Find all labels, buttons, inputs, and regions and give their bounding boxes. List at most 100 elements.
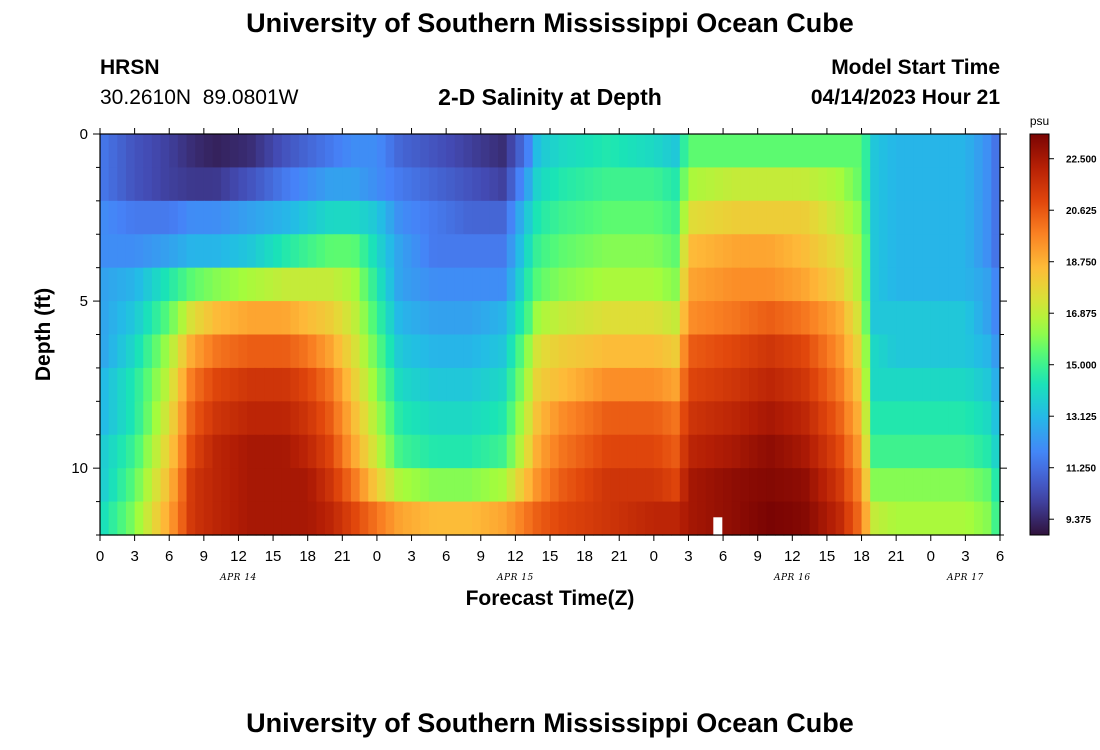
heatmap-cell <box>125 334 136 369</box>
heatmap-cell <box>766 468 776 503</box>
heatmap-cell <box>662 434 672 469</box>
heatmap-cell <box>359 334 369 369</box>
heatmap-cell <box>307 167 317 202</box>
heatmap-cell <box>550 434 560 469</box>
heatmap-cell <box>991 434 1001 469</box>
heatmap-cell <box>195 434 205 469</box>
heatmap-cell <box>844 267 854 302</box>
x-tick-label: 12 <box>230 548 247 565</box>
heatmap-cell <box>203 468 214 503</box>
heatmap-cell <box>437 167 447 202</box>
heatmap-cell <box>792 334 802 369</box>
heatmap-cell <box>186 267 196 302</box>
heatmap-cell <box>532 401 542 436</box>
heatmap-cell <box>134 334 144 369</box>
heatmap-cell <box>749 367 759 402</box>
heatmap-cell <box>506 134 516 169</box>
heatmap-cell <box>524 167 534 202</box>
heatmap-cell <box>939 167 949 202</box>
heatmap-cell <box>506 267 516 302</box>
heatmap-cell <box>878 401 889 436</box>
heatmap-cell <box>852 167 863 202</box>
heatmap-cell <box>480 234 491 269</box>
heatmap-cell <box>558 367 568 402</box>
heatmap-cell <box>852 501 863 536</box>
heatmap-cell <box>627 301 638 336</box>
heatmap-cell <box>835 301 845 336</box>
heatmap-cell <box>117 167 127 202</box>
heatmap-cell <box>584 401 594 436</box>
heatmap-cell <box>835 401 845 436</box>
heatmap-cell <box>844 301 854 336</box>
heatmap-cell <box>757 367 767 402</box>
heatmap-cell <box>870 200 880 235</box>
heatmap-cell <box>775 134 785 169</box>
heatmap-cell <box>342 200 352 235</box>
heatmap-cell <box>506 367 516 402</box>
heatmap-cell <box>783 367 793 402</box>
heatmap-cell <box>870 367 880 402</box>
heatmap-cell <box>749 167 759 202</box>
heatmap-cell <box>662 501 672 536</box>
heatmap-cell <box>645 134 655 169</box>
heatmap-cell <box>402 334 413 369</box>
heatmap-cell <box>930 200 941 235</box>
heatmap-cell <box>922 501 932 536</box>
heatmap-cell <box>385 234 395 269</box>
heatmap-cell <box>290 234 300 269</box>
heatmap-cell <box>922 200 932 235</box>
heatmap-cell <box>982 167 992 202</box>
heatmap-cell <box>411 234 421 269</box>
heatmap-cell <box>965 401 975 436</box>
heatmap-cell <box>325 501 335 536</box>
heatmap-cell <box>740 367 750 402</box>
heatmap-cell <box>593 301 603 336</box>
heatmap-cell <box>965 167 975 202</box>
heatmap-cell <box>982 267 992 302</box>
heatmap-cell <box>420 200 430 235</box>
heatmap-cell <box>852 434 863 469</box>
heatmap-cell <box>290 501 300 536</box>
heatmap-cell <box>359 501 369 536</box>
heatmap-cell <box>281 468 291 503</box>
heatmap-cell <box>212 267 222 302</box>
heatmap-cell <box>550 367 560 402</box>
heatmap-cell <box>550 134 560 169</box>
heatmap-cell <box>662 468 672 503</box>
heatmap-cell <box>714 301 724 336</box>
heatmap-cell <box>411 501 421 536</box>
heatmap-cell <box>792 468 802 503</box>
heatmap-cell <box>143 234 153 269</box>
heatmap-cell <box>394 167 404 202</box>
heatmap-cell <box>402 301 413 336</box>
heatmap-cell <box>203 401 214 436</box>
heatmap-cell <box>844 401 854 436</box>
heatmap-cell <box>991 468 1001 503</box>
heatmap-cell <box>939 234 949 269</box>
heatmap-cell <box>524 401 534 436</box>
heatmap-cell <box>766 301 776 336</box>
heatmap-cell <box>688 434 698 469</box>
heatmap-cell <box>878 267 889 302</box>
heatmap-cell <box>826 401 837 436</box>
heatmap-cell <box>800 401 811 436</box>
heatmap-cell <box>160 167 170 202</box>
heatmap-cell <box>290 167 300 202</box>
heatmap-cell <box>593 334 603 369</box>
heatmap-cell <box>177 167 188 202</box>
heatmap-cell <box>870 301 880 336</box>
heatmap-cell <box>567 267 577 302</box>
heatmap-cell <box>982 401 992 436</box>
heatmap-cell <box>186 367 196 402</box>
heatmap-cell <box>645 267 655 302</box>
heatmap-cell <box>273 200 283 235</box>
heatmap-cell <box>532 167 542 202</box>
heatmap-cell <box>368 267 378 302</box>
heatmap-cell <box>203 434 214 469</box>
heatmap-cell <box>627 267 638 302</box>
heatmap-cell <box>705 234 716 269</box>
heatmap-cell <box>809 434 819 469</box>
heatmap-cell <box>662 334 672 369</box>
heatmap-cell <box>627 234 638 269</box>
heatmap-cell <box>948 200 958 235</box>
